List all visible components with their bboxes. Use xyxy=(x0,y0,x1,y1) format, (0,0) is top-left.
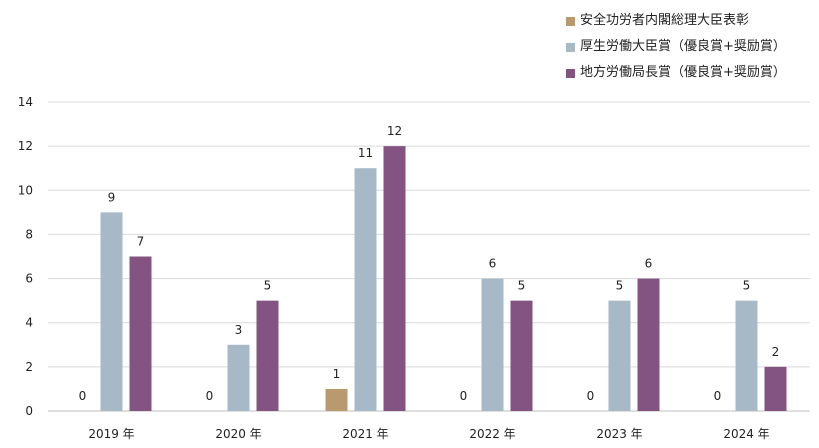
legend-swatch xyxy=(566,16,575,26)
bar xyxy=(764,366,787,411)
y-tick-label: 6 xyxy=(25,272,33,286)
data-label: 5 xyxy=(518,279,526,293)
y-tick-label: 14 xyxy=(18,95,33,109)
x-tick-label: 2020 年 xyxy=(215,427,261,441)
legend-label: 安全功労者内閣総理大臣表彰 xyxy=(580,13,750,28)
data-label: 5 xyxy=(264,279,272,293)
legend-label: 厚生労働大臣賞（優良賞+奨励賞） xyxy=(580,39,786,54)
x-tick-label: 2023 年 xyxy=(596,427,642,441)
legend-swatch xyxy=(566,68,575,78)
y-tick-label: 12 xyxy=(18,139,33,153)
bar xyxy=(637,278,660,411)
data-label: 1 xyxy=(333,367,341,381)
x-tick-label: 2021 年 xyxy=(342,427,388,441)
legend-swatch xyxy=(566,42,575,52)
bar xyxy=(227,344,250,411)
y-tick-label: 10 xyxy=(18,183,33,197)
data-label: 5 xyxy=(616,279,624,293)
y-tick-label: 2 xyxy=(25,360,33,374)
y-tick-label: 4 xyxy=(25,316,33,330)
data-label: 6 xyxy=(645,257,653,271)
data-label: 5 xyxy=(743,279,751,293)
bar xyxy=(256,300,279,411)
data-label: 0 xyxy=(714,389,722,403)
bar xyxy=(608,300,631,411)
data-label: 2 xyxy=(772,345,780,359)
bar xyxy=(129,256,152,411)
gridlines xyxy=(48,101,810,412)
data-label: 3 xyxy=(235,323,243,337)
x-tick-label: 2024 年 xyxy=(723,427,769,441)
bar xyxy=(383,146,406,411)
data-label: 0 xyxy=(587,389,595,403)
bar xyxy=(325,388,348,411)
legend-item: 厚生労働大臣賞（優良賞+奨励賞） xyxy=(566,34,786,60)
bars xyxy=(100,146,787,411)
x-axis-ticks: 2019 年 2020 年 2021 年 2022 年 2023 年 2024 年 xyxy=(88,427,769,441)
legend: 安全功労者内閣総理大臣表彰 厚生労働大臣賞（優良賞+奨励賞） 地方労働局長賞（優… xyxy=(566,8,786,86)
bar xyxy=(510,300,533,411)
bar xyxy=(481,278,504,411)
legend-item: 安全功労者内閣総理大臣表彰 xyxy=(566,8,786,34)
bar xyxy=(354,168,377,411)
data-label: 12 xyxy=(387,124,402,138)
y-tick-label: 8 xyxy=(25,227,33,241)
data-label: 0 xyxy=(79,389,87,403)
legend-label: 地方労働局長賞（優良賞+奨励賞） xyxy=(580,65,786,80)
data-label: 11 xyxy=(358,146,373,160)
legend-item: 地方労働局長賞（優良賞+奨励賞） xyxy=(566,60,786,86)
x-tick-label: 2022 年 xyxy=(469,427,515,441)
data-label: 6 xyxy=(489,257,497,271)
y-axis-ticks: 0 2 4 6 8 10 12 14 xyxy=(18,95,33,418)
x-tick-label: 2019 年 xyxy=(88,427,134,441)
y-tick-label: 0 xyxy=(25,404,33,418)
bar xyxy=(735,300,758,411)
data-label: 0 xyxy=(206,389,214,403)
data-label: 0 xyxy=(460,389,468,403)
data-label: 7 xyxy=(137,235,145,249)
data-label: 9 xyxy=(108,190,116,204)
bar xyxy=(100,212,123,411)
